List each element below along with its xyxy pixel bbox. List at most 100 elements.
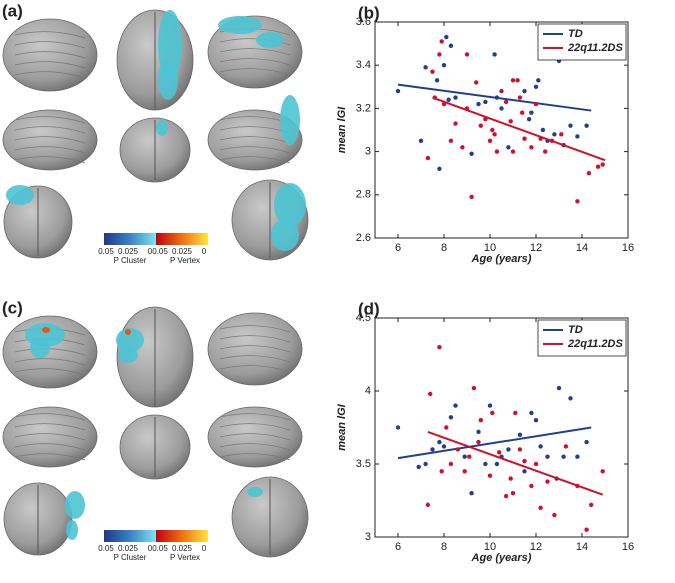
data-point: [499, 88, 504, 94]
data-point: [437, 345, 442, 350]
brain-view: [207, 312, 303, 386]
data-point: [487, 138, 493, 143]
x-tick-label: 16: [622, 242, 634, 254]
data-point: [552, 132, 557, 137]
data-point: [430, 69, 435, 74]
cluster-patch: [30, 338, 50, 358]
data-point: [595, 164, 601, 169]
sulcus: [14, 358, 86, 366]
data-point: [425, 502, 431, 508]
data-point: [529, 145, 534, 150]
data-point: [441, 62, 447, 68]
data-point: [492, 52, 497, 57]
fit-line: [397, 426, 592, 460]
data-point: [453, 121, 458, 126]
data-point: [503, 493, 509, 499]
y-tick-label: 4: [365, 385, 371, 397]
legend-label: 22q11.2DS: [567, 42, 623, 54]
sulcus: [219, 38, 291, 46]
brain-view: [2, 109, 98, 171]
x-tick-label: 10: [484, 242, 496, 254]
data-point: [533, 461, 539, 467]
colorbar-tick-label: 0.05: [152, 247, 168, 256]
sulcus: [219, 433, 291, 441]
sulcus: [219, 58, 291, 66]
brain-view: [2, 406, 98, 468]
data-point: [462, 469, 467, 474]
sulcus: [219, 355, 291, 363]
brain-image-group: [2, 9, 309, 261]
data-point: [545, 454, 550, 459]
data-point: [508, 476, 513, 481]
y-tick-label: 3.2: [356, 102, 371, 114]
sulcus: [14, 348, 86, 356]
data-point: [487, 403, 493, 408]
data-point: [508, 119, 513, 124]
data-point: [448, 43, 454, 48]
legend-label: 22q11.2DS: [567, 338, 623, 350]
x-axis-label: Age (years): [471, 253, 532, 265]
data-point: [600, 469, 605, 474]
sulcus: [14, 61, 86, 69]
data-point: [437, 52, 442, 57]
data-point: [556, 385, 562, 391]
data-point: [589, 502, 594, 508]
data-point: [538, 505, 543, 510]
sulcus: [219, 443, 291, 451]
data-point: [526, 117, 532, 122]
cluster-patch: [6, 185, 34, 205]
panel-label: (c): [2, 298, 23, 317]
data-point: [522, 458, 527, 464]
sulcus: [14, 423, 86, 431]
legend-label: TD: [568, 324, 583, 336]
data-point: [434, 78, 440, 83]
data-point: [490, 127, 495, 133]
data-point: [529, 110, 534, 115]
colorbar-tick-label: 0.025: [172, 544, 193, 553]
data-point: [476, 429, 481, 435]
data-point: [448, 415, 454, 420]
sulcus: [219, 146, 291, 154]
colorbar-tick-label: 0.05: [98, 544, 114, 553]
brain-view: [2, 18, 98, 92]
data-point: [423, 65, 428, 70]
sulcus: [14, 368, 86, 376]
colorbar-tick-label: 0.05: [152, 544, 168, 553]
data-point: [455, 447, 460, 452]
x-tick-label: 6: [395, 541, 401, 553]
data-point: [492, 132, 497, 137]
data-point: [499, 106, 504, 111]
data-point: [510, 491, 516, 496]
sulcus: [14, 126, 86, 134]
data-point: [545, 479, 550, 484]
colorbar-vertex: [156, 233, 208, 245]
data-point: [510, 149, 516, 154]
y-tick-label: 3.6: [356, 16, 371, 28]
data-point: [584, 123, 589, 128]
data-point: [561, 454, 566, 459]
data-point: [497, 450, 502, 455]
sulcus: [219, 48, 291, 56]
data-point: [395, 88, 401, 94]
data-point: [575, 454, 580, 459]
data-point: [439, 39, 444, 44]
data-point: [517, 95, 523, 100]
data-point: [441, 444, 447, 449]
legend-label: TD: [568, 28, 583, 40]
y-axis-label: mean lGI: [336, 403, 348, 450]
data-point: [536, 78, 541, 83]
data-point: [517, 432, 523, 437]
data-point: [586, 171, 592, 176]
colorbar-label: P Vertex: [170, 256, 200, 265]
panel-label: (b): [358, 3, 380, 22]
x-tick-label: 8: [441, 541, 447, 553]
sulcus: [14, 116, 86, 124]
data-point: [533, 101, 539, 107]
data-point: [423, 461, 428, 467]
x-tick-label: 8: [441, 242, 447, 254]
data-point: [467, 454, 472, 459]
colorbar-tick-label: 0.025: [172, 247, 193, 256]
cluster-patch: [118, 347, 138, 363]
cluster-patch: [280, 95, 300, 145]
sulcus: [14, 156, 86, 164]
